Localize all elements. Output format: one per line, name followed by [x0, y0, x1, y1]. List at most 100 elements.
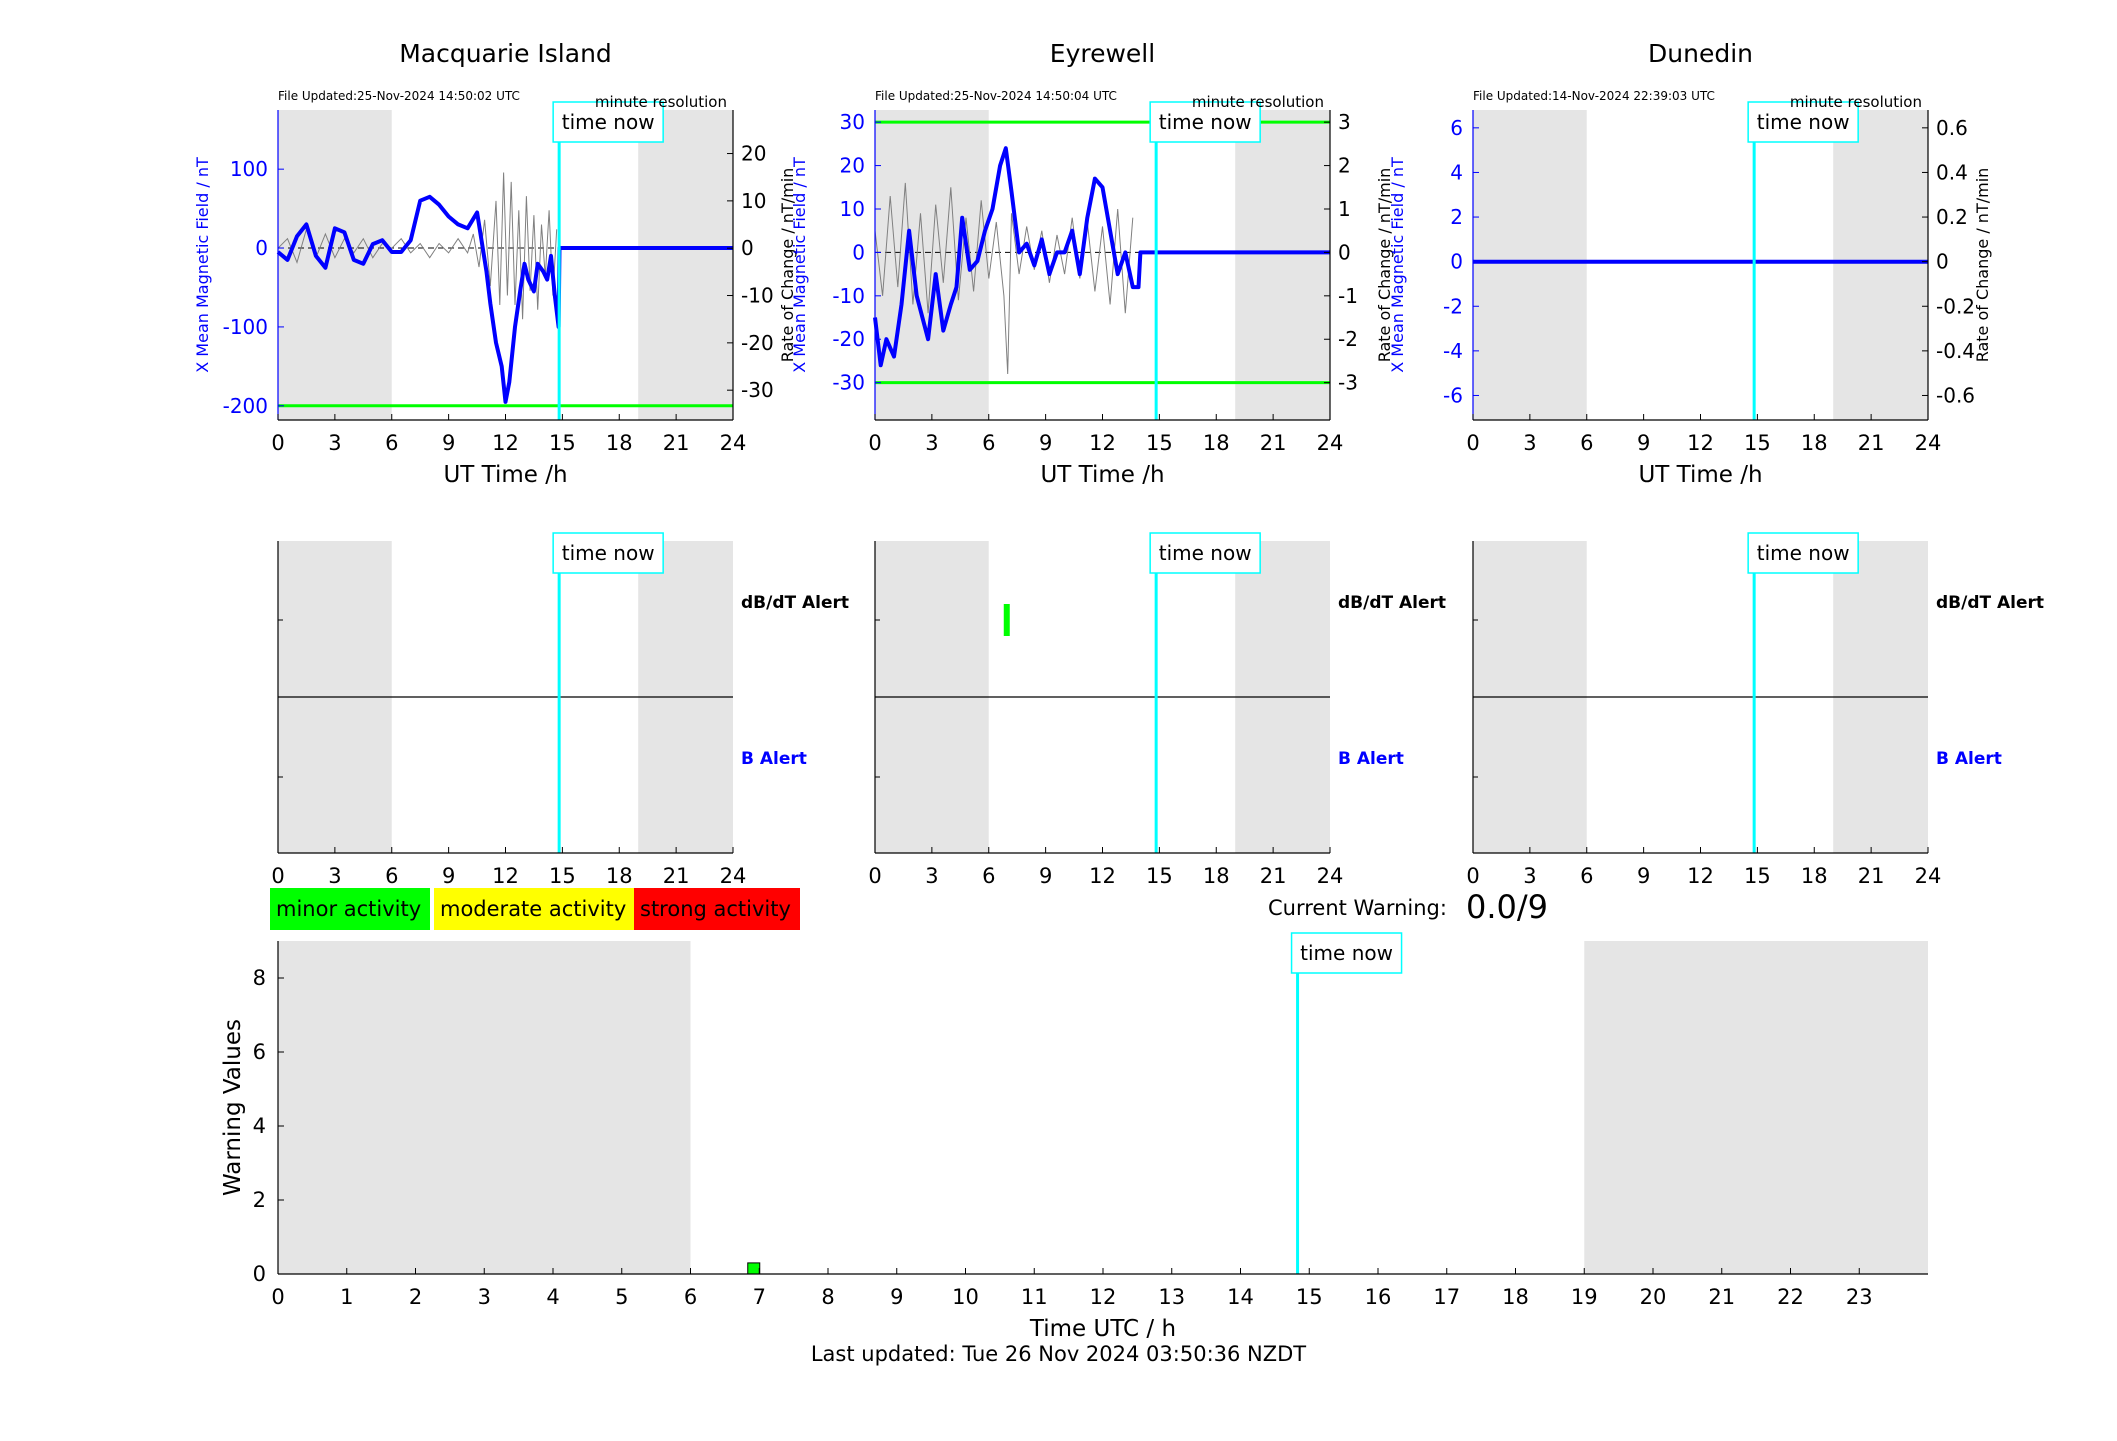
alert-0-xtick-label: 3 — [328, 864, 341, 888]
station-1-xtick-label: 15 — [1146, 431, 1173, 455]
station-2-shaded-night-0 — [1473, 110, 1587, 420]
warning-xtick-label: 15 — [1296, 1285, 1323, 1309]
alert-1-dbdt-label: dB/dT Alert — [1338, 593, 1446, 613]
alert-chart-1: time now 0 3 6 9 12 15 18 21 24 dB/dT Alert B Alert — [868, 532, 1446, 888]
station-0-file-updated: File Updated:25-Nov-2024 14:50:02 UTC — [278, 89, 520, 103]
alert-0-b-label: B Alert — [741, 749, 807, 769]
station-0-ytick-left-label: 100 — [230, 157, 268, 181]
station-1-shaded-night-1 — [1235, 110, 1330, 420]
alert-2-xtick-label: 24 — [1915, 864, 1942, 888]
warning-xtick-label: 12 — [1090, 1285, 1117, 1309]
station-1-xtick-label: 12 — [1089, 431, 1116, 455]
station-1-ylabel-left: X Mean Magnetic Field / nT — [790, 157, 809, 373]
station-0-xlabel: UT Time /h — [443, 462, 567, 488]
alert-0-xtick-label: 9 — [442, 864, 455, 888]
station-2-xlabel: UT Time /h — [1638, 462, 1762, 488]
station-2-ylabel-right: Rate of Change / nT/min — [1973, 168, 1992, 363]
alert-1-xtick-label: 18 — [1203, 864, 1230, 888]
station-1-rate-of-change-series — [874, 182, 1134, 375]
station-1-ytick-left-label: 30 — [840, 110, 865, 134]
warning-xtick-label: 18 — [1502, 1285, 1529, 1309]
station-0-xtick-label: 12 — [492, 431, 519, 455]
station-1-ytick-right-label: -3 — [1338, 371, 1358, 395]
alert-1-xtick-label: 15 — [1146, 864, 1173, 888]
warning-xtick-label: 13 — [1158, 1285, 1185, 1309]
station-1-ytick-right-label: 1 — [1338, 197, 1351, 221]
warning-ylabel: Warning Values — [220, 1019, 246, 1196]
alert-2-xtick-label: 9 — [1637, 864, 1650, 888]
warning-time-now-label: time now — [1300, 941, 1393, 965]
alert-2-dbdt-label: dB/dT Alert — [1936, 593, 2044, 613]
station-2-xtick-label: 21 — [1858, 431, 1885, 455]
alert-1-xtick-label: 3 — [925, 864, 938, 888]
station-1-xtick-label: 3 — [925, 431, 938, 455]
warning-xtick-label: 21 — [1708, 1285, 1735, 1309]
station-0-ylabel-right: Rate of Change / nT/min — [778, 168, 797, 363]
station-1-ytick-left-label: 20 — [840, 154, 865, 178]
station-1-ytick-right-label: -2 — [1338, 327, 1358, 351]
alert-0-xtick-label: 24 — [720, 864, 747, 888]
station-2-ytick-right-label: 0 — [1936, 250, 1949, 274]
station-2-file-updated: File Updated:14-Nov-2024 22:39:03 UTC — [1473, 89, 1715, 103]
alert-0-dbdt-label: dB/dT Alert — [741, 593, 849, 613]
warning-xtick-label: 10 — [952, 1285, 979, 1309]
alert-1-b-label: B Alert — [1338, 749, 1404, 769]
station-1-xtick-label: 9 — [1039, 431, 1052, 455]
current-warning-label: Current Warning: — [1268, 896, 1447, 920]
station-1-xtick-label: 0 — [868, 431, 881, 455]
station-1-ytick-right-label: 0 — [1338, 240, 1351, 264]
station-0-xtick-label: 6 — [385, 431, 398, 455]
station-2-xtick-label: 12 — [1687, 431, 1714, 455]
station-0-shaded-night-0 — [278, 110, 392, 420]
station-0-ytick-left-label: -200 — [223, 394, 268, 418]
alert-1-xtick-label: 6 — [982, 864, 995, 888]
station-0-xtick-label: 21 — [663, 431, 690, 455]
station-1-xlabel: UT Time /h — [1040, 462, 1164, 488]
station-0-xtick-label: 9 — [442, 431, 455, 455]
alert-0-time-now-box — [552, 532, 664, 574]
warning-xtick-label: 2 — [409, 1285, 422, 1309]
alert-1-xtick-label: 12 — [1089, 864, 1116, 888]
station-0-shaded-night-1 — [638, 110, 733, 420]
station-0-xtick-label: 15 — [549, 431, 576, 455]
warning-ytick-label: 6 — [253, 1040, 266, 1064]
station-0-field-series — [276, 194, 733, 404]
station-1-ytick-right-label: 3 — [1338, 110, 1351, 134]
warning-xtick-label: 20 — [1640, 1285, 1667, 1309]
station-1-time-now-label: time now — [1159, 110, 1252, 134]
station-0-xtick-label: 0 — [271, 431, 284, 455]
warning-xtick-label: 11 — [1021, 1285, 1048, 1309]
station-0-ylabel-left: X Mean Magnetic Field / nT — [193, 157, 212, 373]
warning-xtick-label: 9 — [890, 1285, 903, 1309]
station-1-ytick-left-label: -30 — [832, 371, 865, 395]
alert-1-time-now-box — [1149, 532, 1261, 574]
warning-ytick-label: 4 — [253, 1114, 266, 1138]
station-2-shaded-night-1 — [1833, 110, 1928, 420]
warning-shaded-night-0 — [278, 941, 691, 1274]
warning-xtick-label: 7 — [753, 1285, 766, 1309]
station-1-time-now-box — [1149, 101, 1261, 143]
legend-moderate-activity: moderate activity — [434, 888, 634, 930]
station-2-ytick-left-label: -6 — [1443, 383, 1463, 407]
alert-2-time-now-label: time now — [1757, 541, 1850, 565]
station-1-ytick-left-label: -20 — [832, 327, 865, 351]
station-0-ytick-right-label: -30 — [741, 378, 774, 402]
station-1-file-updated: File Updated:25-Nov-2024 14:50:04 UTC — [875, 89, 1117, 103]
station-2-xtick-label: 24 — [1915, 431, 1942, 455]
station-2-ytick-left-label: 6 — [1450, 116, 1463, 140]
station-2-ytick-left-label: 0 — [1450, 250, 1463, 274]
station-1-xtick-label: 21 — [1260, 431, 1287, 455]
station-1-xtick-label: 6 — [982, 431, 995, 455]
station-1-ytick-right-label: -1 — [1338, 284, 1358, 308]
warning-xlabel: Time UTC / h — [1029, 1316, 1176, 1342]
station-0-ytick-right-label: 10 — [741, 189, 766, 213]
warning-xtick-label: 3 — [478, 1285, 491, 1309]
station-0-ytick-right-label: 20 — [741, 142, 766, 166]
station-0-xtick-label: 3 — [328, 431, 341, 455]
current-warning-value: 0.0/9 — [1466, 888, 1549, 926]
station-2-time-now-label: time now — [1757, 110, 1850, 134]
legend-strong-activity: strong activity — [634, 888, 800, 930]
